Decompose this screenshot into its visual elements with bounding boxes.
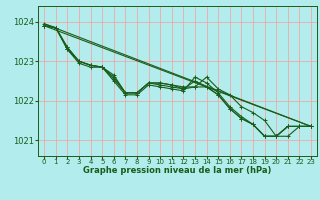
X-axis label: Graphe pression niveau de la mer (hPa): Graphe pression niveau de la mer (hPa): [84, 166, 272, 175]
